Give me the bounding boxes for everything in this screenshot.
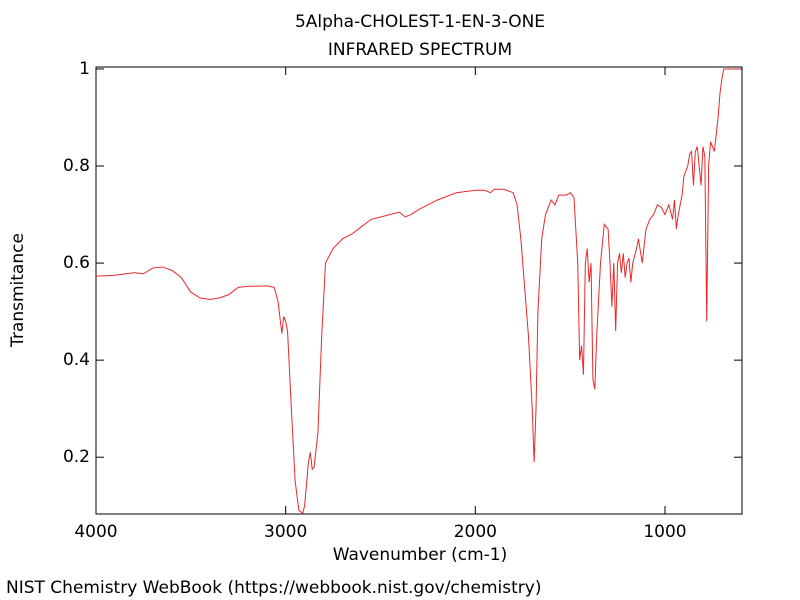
y-tick-label: 0.2: [63, 447, 90, 467]
y-tick-label: 0.4: [63, 350, 90, 370]
plot-frame: [95, 66, 743, 515]
x-tick-label: 1000: [643, 522, 686, 542]
x-axis-label: Wavenumber (cm-1): [333, 545, 508, 565]
chart-title: 5Alpha-CHOLEST-1-EN-3-ONE: [295, 12, 545, 32]
x-tick-label: 4000: [74, 522, 117, 542]
y-tick-label: 0.6: [63, 253, 90, 273]
chart-subtitle: INFRARED SPECTRUM: [328, 40, 512, 60]
y-tick-label: 1: [79, 59, 90, 79]
spectrum-line: [95, 68, 741, 514]
y-axis-label: Transmitance: [8, 233, 28, 348]
y-tick-label: 0.8: [63, 156, 90, 176]
footer: NIST Chemistry WebBook (https://webbook.…: [6, 578, 541, 598]
x-tick-label: 3000: [264, 522, 307, 542]
x-tick-label: 2000: [454, 522, 497, 542]
